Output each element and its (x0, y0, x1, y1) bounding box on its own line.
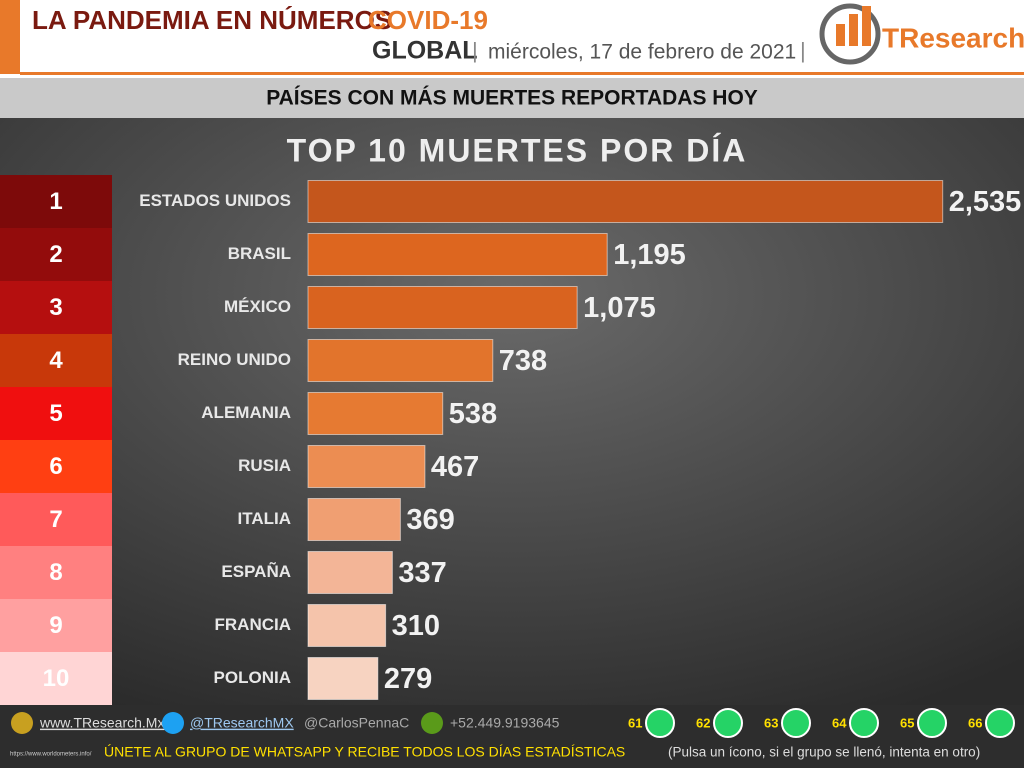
phone: +52.449.9193645 (450, 715, 560, 731)
globe-icon (11, 712, 33, 734)
logo-bar (849, 14, 858, 46)
group-number: 63 (764, 715, 778, 730)
group-number: 66 (968, 715, 982, 730)
header-accent (0, 0, 20, 74)
whatsapp-icon[interactable] (713, 708, 743, 738)
logo-text: TResearch (882, 22, 1024, 53)
header-rule (20, 72, 1024, 75)
groups: 61 62 63 64 65 66 (628, 708, 1015, 738)
rank: 7 (49, 506, 62, 533)
category-label: POLONIA (214, 668, 291, 687)
value-label: 1,195 (613, 239, 686, 271)
rank: 2 (49, 241, 62, 268)
banner-bg (0, 78, 1024, 118)
value-label: 310 (392, 610, 440, 642)
rank: 3 (49, 294, 62, 321)
category-label: MÉXICO (224, 297, 291, 316)
bar (307, 551, 393, 594)
group-number: 62 (696, 715, 710, 730)
twitter-icon (162, 712, 184, 734)
header-tag: COVID-19 (368, 5, 488, 35)
rank-cell (0, 599, 112, 652)
value-label: 467 (431, 451, 479, 483)
banner: PAÍSES CON MÁS MUERTES REPORTADAS HOY (266, 87, 758, 110)
value-label: 738 (499, 345, 547, 377)
rank-cell (0, 493, 112, 546)
category-label: FRANCIA (215, 615, 292, 634)
rank: 6 (49, 453, 62, 480)
source: https://www.worldometers.info/ (10, 752, 92, 758)
rank: 9 (49, 612, 62, 639)
whatsapp-icon[interactable] (985, 708, 1015, 738)
bar (307, 392, 444, 435)
bar (307, 180, 944, 223)
bar (307, 498, 401, 541)
separator: | (800, 38, 806, 63)
value-label: 369 (406, 504, 454, 536)
category-label: BRASIL (228, 244, 291, 263)
rank-cell (0, 652, 112, 705)
rank-cell (0, 228, 112, 281)
rank: 4 (49, 347, 63, 374)
site-link[interactable]: www.TResearch.Mx (39, 715, 164, 731)
whatsapp-icon[interactable] (781, 708, 811, 738)
header-title: LA PANDEMIA EN NÚMEROS (32, 5, 392, 35)
rank-cell (0, 546, 112, 599)
category-label: ESPAÑA (221, 561, 291, 581)
value-label: 1,075 (583, 292, 656, 324)
whatsapp-icon[interactable] (645, 708, 675, 738)
rank: 10 (43, 665, 70, 692)
category-label: REINO UNIDO (178, 350, 291, 369)
group-number: 64 (832, 715, 847, 730)
rank-cell (0, 387, 112, 440)
group-number: 65 (900, 715, 914, 730)
rank: 8 (49, 559, 62, 586)
bar (307, 445, 426, 488)
value-label: 279 (384, 663, 432, 695)
phone-icon (421, 712, 443, 734)
bar (307, 657, 379, 700)
bar (307, 604, 387, 647)
rank-cell (0, 281, 112, 334)
rank: 1 (49, 188, 62, 215)
rank-cell (0, 334, 112, 387)
value-label: 2,535 (949, 186, 1022, 218)
bar (307, 286, 578, 329)
logo-bar (862, 6, 871, 46)
rank: 5 (49, 400, 62, 427)
category-label: ESTADOS UNIDOS (139, 191, 291, 210)
logo-bar (836, 24, 845, 46)
rank-cell (0, 175, 112, 228)
chart-title: TOP 10 MUERTES POR DÍA (287, 132, 748, 168)
separator: | (472, 38, 478, 63)
bar (307, 233, 608, 276)
category-label: ITALIA (237, 509, 291, 528)
note: (Pulsa un ícono, si el grupo se llenó, i… (668, 745, 980, 760)
group-number: 61 (628, 715, 642, 730)
twitter-link[interactable]: @TResearchMX (190, 715, 294, 731)
plot: 1 ESTADOS UNIDOS 2,535 2 BRASIL 1,195 3 MÉXICO 1… (0, 175, 1021, 705)
cta: ÚNETE AL GRUPO DE WHATSAPP Y RECIBE TODO… (104, 744, 625, 760)
bar (307, 339, 494, 382)
twitter2: @CarlosPennaC (304, 715, 409, 731)
value-label: 538 (449, 398, 497, 430)
whatsapp-icon[interactable] (849, 708, 879, 738)
logo-ring (819, 3, 881, 65)
category-label: ALEMANIA (201, 403, 291, 422)
header-date: miércoles, 17 de febrero de 2021 (488, 41, 796, 64)
category-label: RUSIA (238, 456, 291, 475)
header-scope: GLOBAL (372, 37, 478, 65)
value-label: 337 (398, 557, 446, 589)
rank-cell (0, 440, 112, 493)
whatsapp-icon[interactable] (917, 708, 947, 738)
